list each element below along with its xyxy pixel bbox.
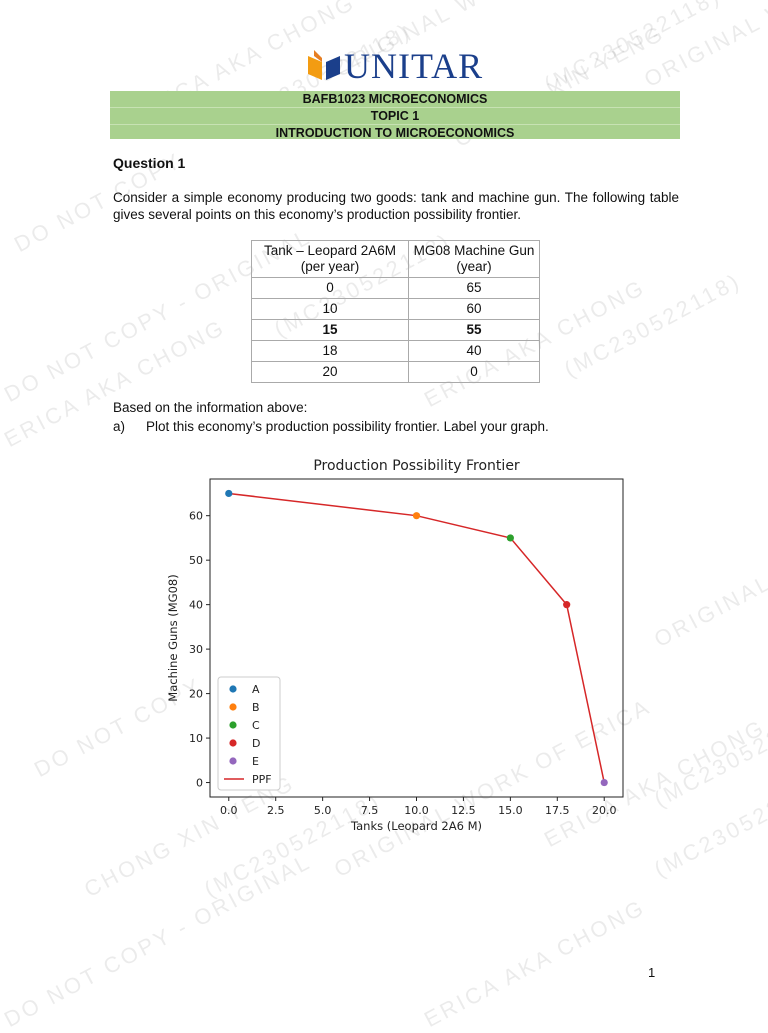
table-row: 20 0	[251, 361, 540, 383]
x-tick-label: 0.0	[220, 804, 238, 817]
legend-marker-d	[229, 739, 237, 747]
x-axis-label: Tanks (Leopard 2A6 M)	[350, 819, 482, 833]
legend-marker-b	[229, 703, 237, 711]
watermark-text: (MC230522118)	[650, 767, 768, 883]
table-cell: 55	[408, 319, 540, 341]
book-icon	[308, 50, 340, 80]
y-tick-label: 20	[189, 688, 203, 701]
logo-text: UNITAR	[344, 46, 484, 86]
watermark-text: (MC230522118)	[560, 267, 746, 383]
x-tick-label: 17.5	[545, 804, 570, 817]
legend-marker-a	[229, 685, 237, 693]
based-on-text: Based on the information above:	[113, 400, 308, 415]
table-cell: 65	[408, 277, 540, 299]
table-row: 10 60	[251, 298, 540, 320]
y-tick-label: 10	[189, 732, 203, 745]
y-tick-label: 60	[189, 510, 203, 523]
y-tick-label: 40	[189, 599, 203, 612]
table-row: 18 40	[251, 340, 540, 362]
y-tick-label: 0	[196, 777, 203, 790]
table-cell: 15	[251, 319, 409, 341]
data-point-a	[225, 489, 233, 498]
legend-marker-c	[229, 721, 237, 729]
data-point-d	[563, 601, 571, 609]
unitar-logo: UNITAR	[304, 46, 504, 86]
table-cell: 10	[251, 298, 409, 320]
x-tick-label: 12.5	[451, 804, 476, 817]
watermark-text: ERICA AKA CHONG	[420, 894, 650, 1033]
legend-label: E	[252, 755, 259, 768]
ppf-table: Tank – Leopard 2A6M (per year) MG08 Machi…	[251, 240, 540, 383]
y-tick-label: 30	[189, 643, 203, 656]
table-cell: 40	[408, 340, 540, 362]
watermark-text: (MC230522118)	[540, 0, 726, 98]
watermark-text: (MC230522118)	[650, 697, 768, 813]
data-point-b	[412, 512, 421, 520]
watermark-text: DO NOT COPY - ORIGINAL	[0, 848, 316, 1033]
table-cell: 0	[408, 361, 540, 383]
legend-label: C	[252, 719, 260, 732]
ppf-line	[228, 492, 605, 783]
legend-label: PPF	[252, 773, 272, 786]
data-point-c	[506, 534, 514, 542]
course-code: BAFB1023 MICROECONOMICS	[110, 91, 680, 108]
table-row: 0 65	[251, 277, 540, 299]
table-cell: 20	[251, 361, 409, 383]
table-cell: 18	[251, 340, 409, 362]
question-text: Consider a simple economy producing two …	[113, 190, 679, 222]
ppf-chart: Production Possibility Frontier 0.0 2.5 5.0…	[166, 458, 624, 833]
y-tick-label: 50	[189, 554, 203, 567]
part-a-text: Plot this economy’s production possibili…	[146, 419, 549, 434]
part-a-label: a)	[113, 419, 126, 434]
table-header-row: Tank – Leopard 2A6M (per year) MG08 Machi…	[251, 240, 540, 278]
table-header-tank: Tank – Leopard 2A6M (per year)	[251, 240, 409, 278]
x-tick-label: 15.0	[498, 804, 523, 817]
chart-title: Production Possibility Frontier	[313, 458, 520, 474]
page-number: 1	[648, 965, 656, 980]
course-header: BAFB1023 MICROECONOMICS TOPIC 1 INTRODUC…	[110, 91, 680, 140]
table-cell: 60	[408, 298, 540, 320]
legend-marker-e	[229, 757, 237, 765]
legend-label: B	[252, 701, 260, 714]
watermark-text: ORIGINAL WORK OF ERICA	[640, 0, 768, 93]
watermark-text: ORIGINAL WORK OF	[650, 506, 768, 653]
x-tick-label: 20.0	[592, 804, 617, 817]
topic-title: INTRODUCTION TO MICROECONOMICS	[275, 126, 515, 140]
x-tick-label: 2.5	[267, 804, 285, 817]
data-point-e	[600, 778, 608, 787]
x-tick-label: 10.0	[404, 804, 429, 817]
part-a: a) Plot this economy’s production possibi…	[113, 419, 549, 434]
x-tick-label: 5.0	[314, 804, 332, 817]
topic-number: TOPIC 1	[110, 108, 680, 125]
legend-label: A	[252, 683, 260, 696]
legend-label: D	[252, 737, 260, 750]
y-axis-label: Machine Guns (MG08)	[166, 574, 180, 701]
table-row: 15 55	[251, 319, 540, 341]
table-header-mg: MG08 Machine Gun (year)	[408, 240, 540, 278]
question-title: Question 1	[113, 155, 186, 171]
x-tick-label: 7.5	[361, 804, 379, 817]
table-cell: 0	[251, 277, 409, 299]
